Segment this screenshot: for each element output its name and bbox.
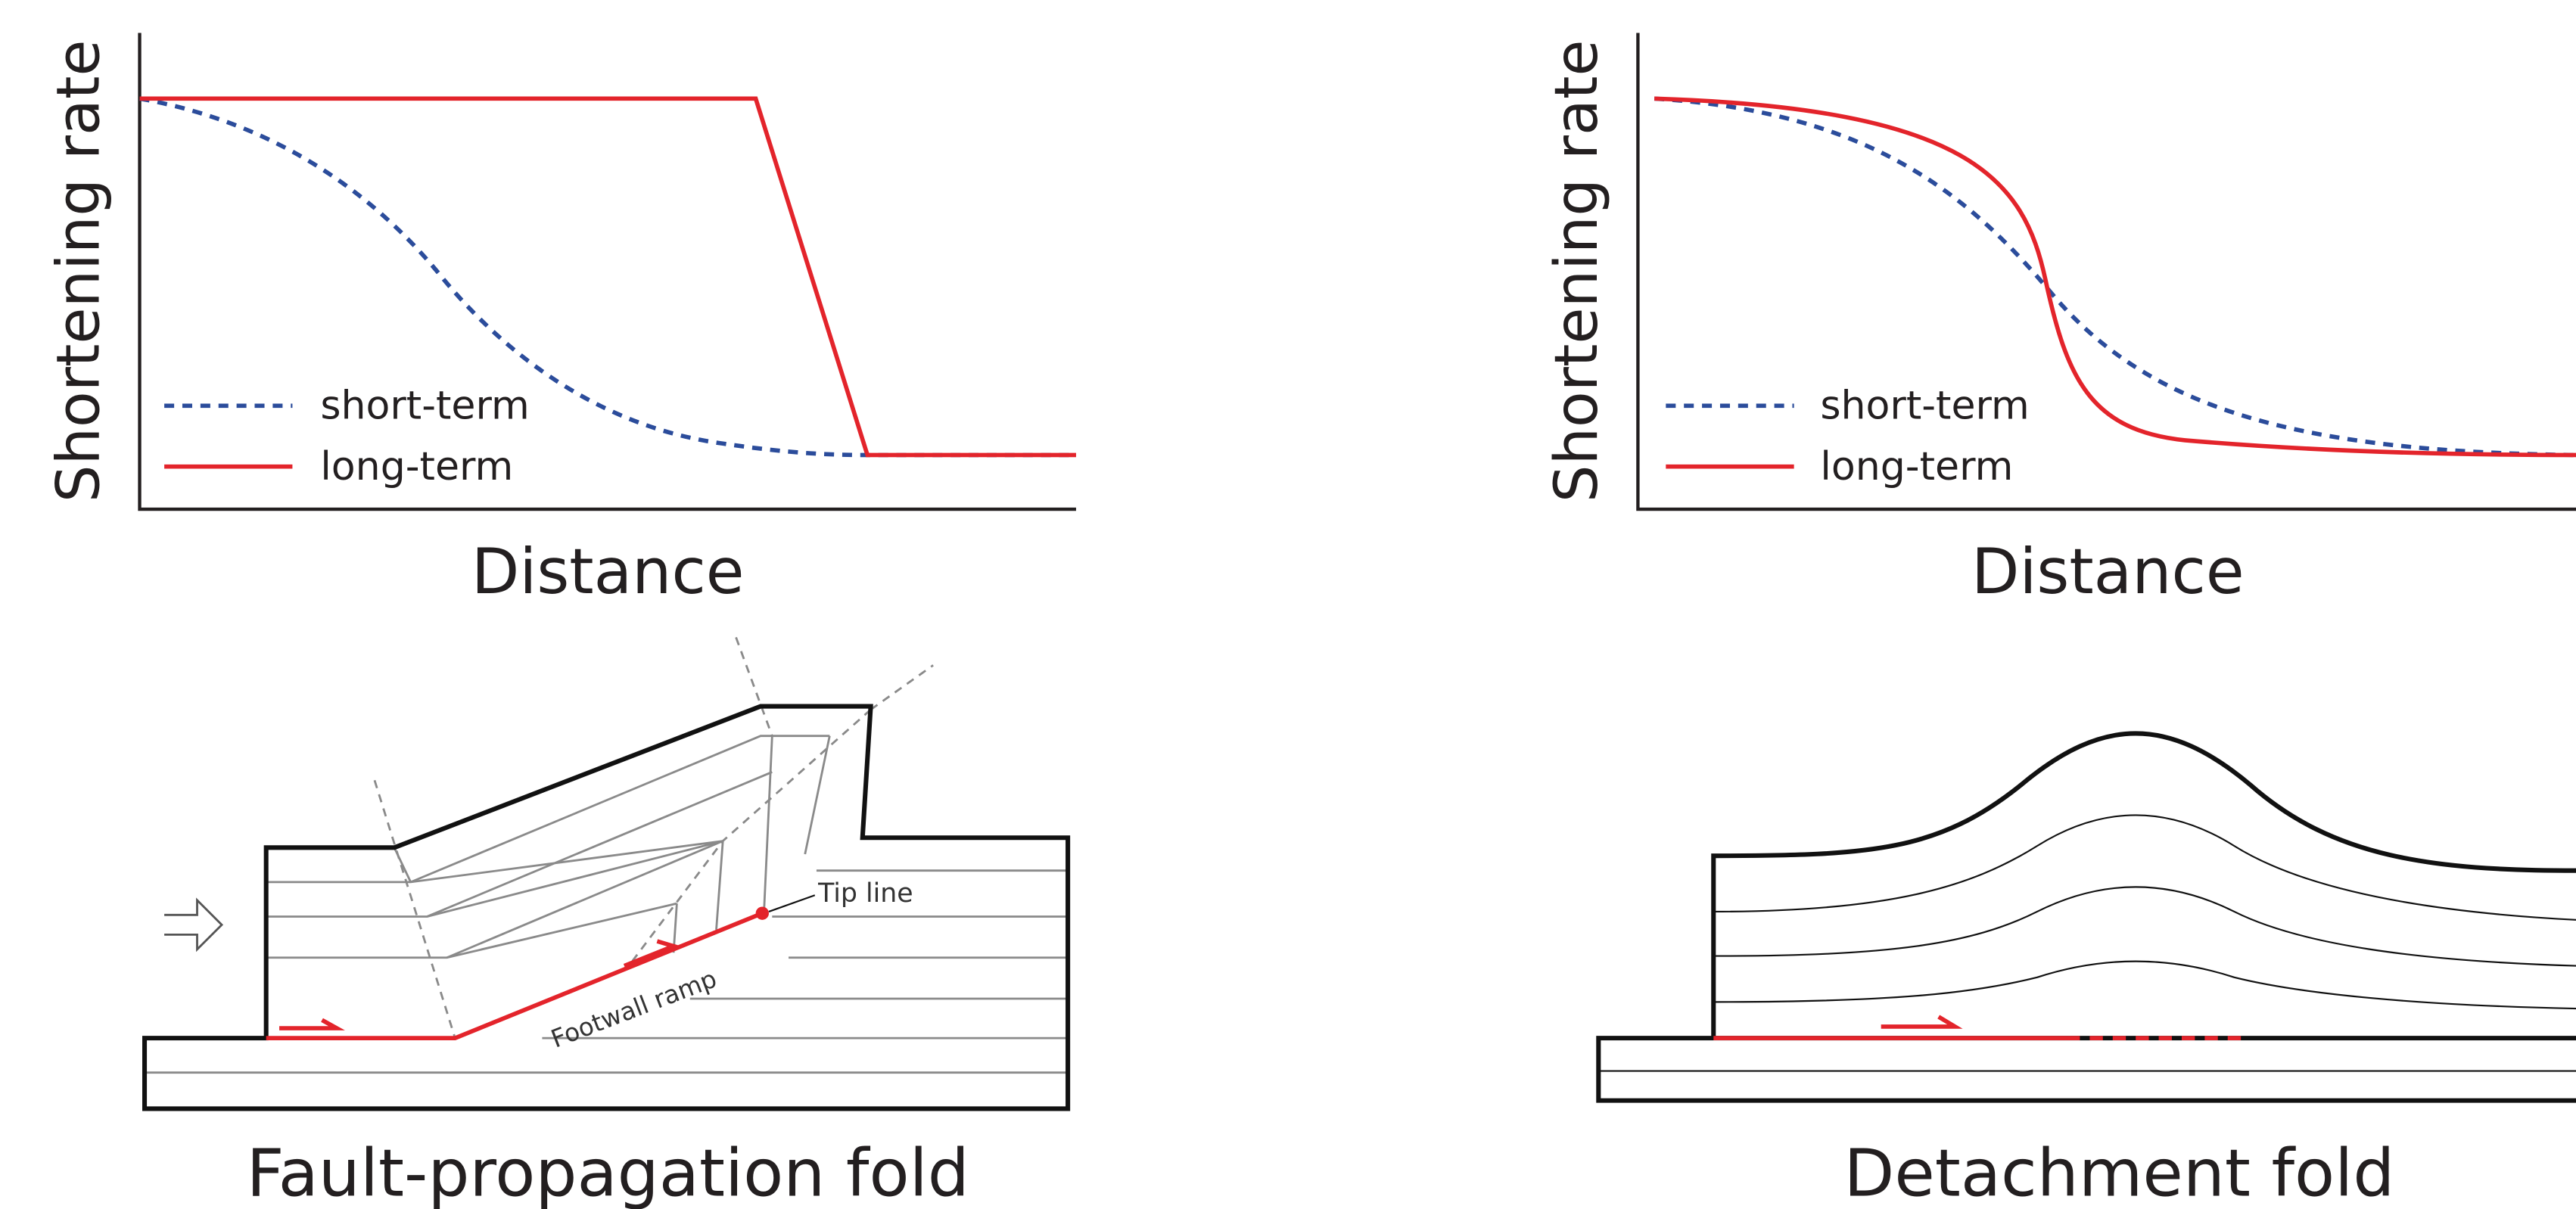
sketch-title: Detachment fold xyxy=(1844,1136,2395,1209)
outline xyxy=(1598,733,2576,1100)
long-term-curve xyxy=(140,98,1076,455)
outline xyxy=(145,707,1068,1109)
sketch-title: Fault-propagation fold xyxy=(247,1136,969,1209)
axes xyxy=(1638,33,2576,510)
detachment-sketch: Detachment fold xyxy=(1598,733,2576,1209)
axes xyxy=(140,33,1076,510)
y-axis-label: Shortening rate xyxy=(44,39,113,502)
annotation: Footwall ramp xyxy=(547,964,720,1053)
x-axis-label: Distance xyxy=(471,536,745,608)
annotation: Tip line xyxy=(817,878,913,909)
y-axis-label: Shortening rate xyxy=(1542,39,1611,502)
legend-label: long-term xyxy=(1820,444,2013,490)
short-term-curve xyxy=(1654,98,2576,455)
x-axis-label: Distance xyxy=(1971,536,2245,608)
legend-label: short-term xyxy=(320,384,529,429)
rate-panel: short-term long-term Shortening rate Dis… xyxy=(1542,33,2576,608)
legend-label: short-term xyxy=(1820,384,2029,429)
slip-arrow xyxy=(1881,1017,1955,1027)
leader xyxy=(769,895,815,912)
push-arrow xyxy=(164,900,222,949)
rate-panel: short-term long-term Shortening rate Dis… xyxy=(44,33,1076,608)
tip-point xyxy=(756,906,769,919)
short-term-curve xyxy=(140,98,1076,455)
fault-propagation-sketch: Tip line Footwall ramp Fault-propagation… xyxy=(145,637,1068,1209)
long-term-curve xyxy=(1654,98,2576,455)
figure: short-term long-term Shortening rate Dis… xyxy=(0,0,2576,1209)
axial-surfaces xyxy=(375,637,933,1038)
legend-label: long-term xyxy=(320,444,513,490)
